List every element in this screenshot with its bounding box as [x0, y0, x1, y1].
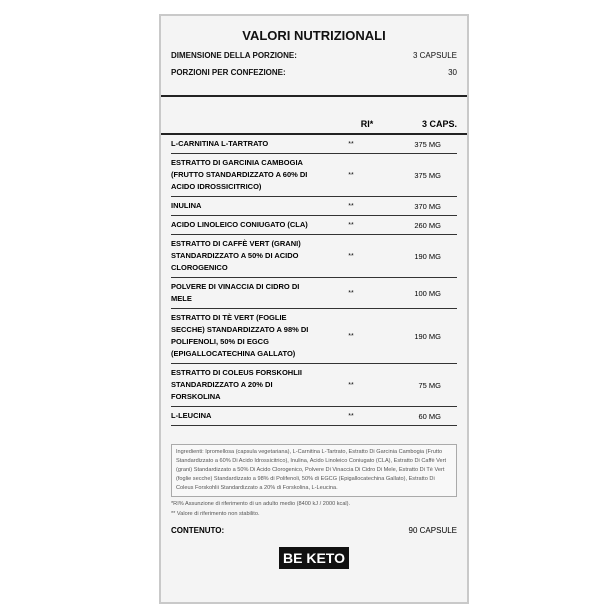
nutrient-name: INULINA [171, 201, 202, 210]
servings-value: 30 [448, 68, 457, 77]
table-row: INULINA ** 370 MG [171, 197, 457, 216]
amount-value: 60 MG [418, 411, 441, 421]
footnote-ri: *RI% Assunzione di riferimento di un adu… [171, 501, 351, 507]
servings-label: PORZIONI PER CONFEZIONE: [171, 68, 286, 77]
amount-value: 375 MG [414, 139, 441, 149]
nutrient-table: L-CARNITINA L-TARTRATO ** 375 MG ESTRATTO D… [161, 135, 467, 426]
content-value: 90 CAPSULE [408, 526, 457, 535]
amount-value: 190 MG [414, 331, 441, 341]
ri-value: ** [348, 140, 354, 148]
nutrient-name: ESTRATTO DI CAFFÈ VERT (GRANI) STANDARDI… [171, 239, 301, 272]
amount-value: 260 MG [414, 220, 441, 230]
brand-logo: BE KETO [279, 547, 349, 569]
nutrient-name: L-LEUCINA [171, 411, 212, 420]
amount-value: 375 MG [414, 170, 441, 180]
amount-value: 100 MG [414, 288, 441, 298]
serving-size-value: 3 CAPSULE [412, 51, 457, 60]
content: CONTENUTO: 90 CAPSULE [161, 526, 467, 535]
ri-value: ** [348, 221, 354, 229]
table-row: L-CARNITINA L-TARTRATO ** 375 MG [171, 135, 457, 154]
amount-value: 190 MG [414, 251, 441, 261]
ri-value: ** [348, 381, 354, 389]
ri-value: ** [348, 202, 354, 210]
table-row: ACIDO LINOLEICO CONIUGATO (CLA) ** 260 MG [171, 216, 457, 235]
nutrient-name: POLVERE DI VINACCIA DI CIDRO DI MELE [171, 282, 300, 303]
table-row: POLVERE DI VINACCIA DI CIDRO DI MELE ** 10… [171, 278, 457, 309]
table-row: ESTRATTO DI GARCINIA CAMBOGIA (FRUTTO ST… [171, 154, 457, 197]
table-header: RI* 3 CAPS. [161, 119, 467, 135]
amount-value: 370 MG [414, 201, 441, 211]
nutrient-name: ESTRATTO DI COLEUS FORSKOHLII STANDARDIZ… [171, 368, 302, 401]
servings-per-pack: PORZIONI PER CONFEZIONE: 30 [161, 68, 467, 77]
table-row: L-LEUCINA ** 60 MG [171, 407, 457, 426]
nutrient-name: ACIDO LINOLEICO CONIUGATO (CLA) [171, 220, 308, 229]
nutrient-name: ESTRATTO DI TÈ VERT (FOGLIE SECCHE) STAN… [171, 313, 309, 358]
ri-value: ** [348, 171, 354, 179]
nutrition-panel: VALORI NUTRIZIONALI DIMENSIONE DELLA POR… [159, 14, 469, 604]
divider [161, 95, 467, 97]
content-label: CONTENUTO: [171, 526, 225, 535]
panel-title: VALORI NUTRIZIONALI [242, 28, 386, 43]
serving-size-label: DIMENSIONE DELLA PORZIONE: [171, 51, 297, 60]
ri-value: ** [348, 252, 354, 260]
ri-value: ** [348, 332, 354, 340]
table-row: ESTRATTO DI TÈ VERT (FOGLIE SECCHE) STAN… [171, 309, 457, 364]
ri-header: RI* [360, 119, 374, 129]
serving-size: DIMENSIONE DELLA PORZIONE: 3 CAPSULE [161, 51, 467, 60]
ri-value: ** [348, 289, 354, 297]
table-row: ESTRATTO DI COLEUS FORSKOHLII STANDARDIZ… [171, 364, 457, 407]
nutrient-name: L-CARNITINA L-TARTRATO [171, 139, 269, 148]
table-row: ESTRATTO DI CAFFÈ VERT (GRANI) STANDARDI… [171, 235, 457, 278]
footnote-reference: ** Valore di riferimento non stabilito. [171, 511, 260, 517]
ri-value: ** [348, 412, 354, 420]
amount-value: 75 MG [418, 380, 441, 390]
nutrient-name: ESTRATTO DI GARCINIA CAMBOGIA (FRUTTO ST… [171, 158, 308, 191]
caps-header: 3 CAPS. [421, 119, 457, 129]
ingredients-box: Ingredienti: Ipromellosa (capsula vegeta… [171, 444, 457, 497]
